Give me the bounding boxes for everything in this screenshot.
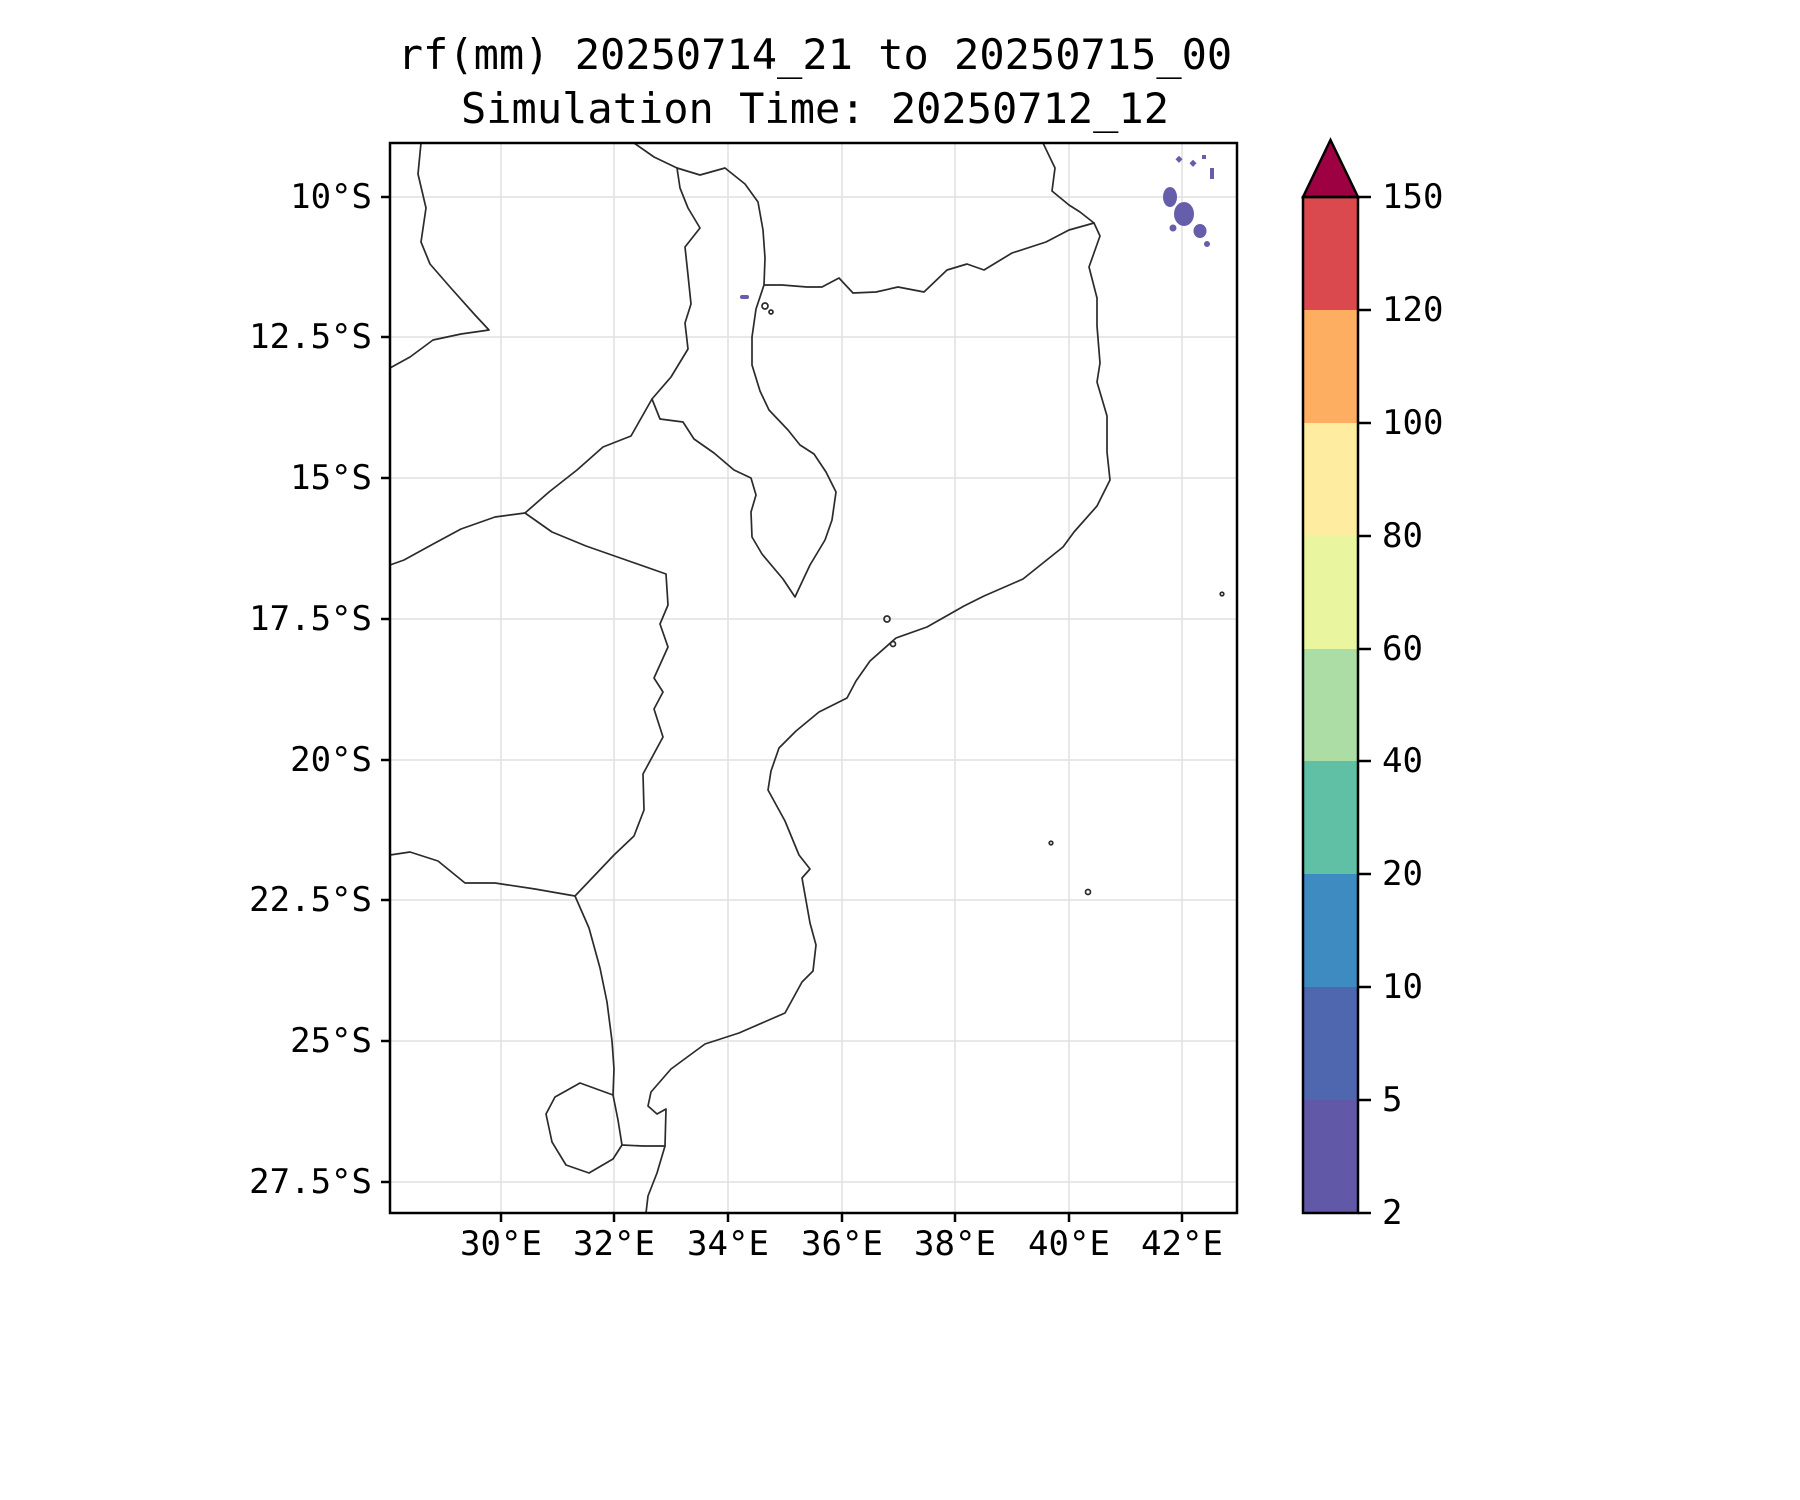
- y-tick-label: 10°S: [290, 177, 372, 217]
- border-tanzania-zambia: [633, 142, 678, 169]
- y-tick-label: 17.5°S: [249, 599, 372, 639]
- colorbar-segment: [1303, 649, 1358, 761]
- island-bassas-da-india: [1048, 840, 1054, 846]
- rain-speck: [1210, 168, 1214, 179]
- colorbar-segment: [1303, 536, 1358, 649]
- axes-frame: [388, 141, 1239, 1215]
- border-eswatini: [545, 1082, 623, 1174]
- island-chizumulu: [768, 309, 774, 315]
- island-coastal: [889, 640, 897, 648]
- colorbar: [1301, 137, 1371, 1215]
- plot-title: rf(mm) 20250714_21 to 20250715_00: [397, 30, 1233, 79]
- rain-speck: [1202, 155, 1206, 159]
- colorbar-segment: [1303, 310, 1358, 423]
- plot-subtitle: Simulation Time: 20250712_12: [460, 84, 1169, 133]
- colorbar-outline: [1301, 195, 1360, 1215]
- rain-cell: [1174, 202, 1194, 226]
- border-drc-zambia: [389, 142, 490, 369]
- rain-speck: [1189, 159, 1197, 167]
- x-tick-label: 32°E: [573, 1224, 655, 1264]
- y-tick-label: 20°S: [290, 740, 372, 780]
- island-europa: [1084, 888, 1092, 896]
- colorbar-tick-label: 150: [1382, 177, 1444, 217]
- x-tick-label: 36°E: [801, 1224, 883, 1264]
- border-mozambique-zimbabwe: [524, 512, 669, 897]
- border-malawi: [651, 167, 837, 598]
- colorbar-tick-label: 100: [1382, 403, 1444, 443]
- axis-tick-marks: [381, 195, 1184, 1222]
- colorbar-segment: [1303, 197, 1358, 310]
- colorbar-tick-label: 20: [1382, 854, 1423, 894]
- graticule-gridlines: [390, 143, 1237, 1213]
- x-tick-label: 34°E: [687, 1224, 769, 1264]
- colorbar-extend-max-arrow: [1301, 137, 1360, 199]
- rain-patches: [740, 155, 1214, 299]
- island-coastal: [883, 615, 891, 623]
- colorbar-tick-label: 60: [1382, 629, 1423, 669]
- colorbar-segment: [1303, 874, 1358, 987]
- border-mozambique-southafrica: [574, 895, 666, 1147]
- x-tick-label: 38°E: [914, 1224, 996, 1264]
- island-likoma: [761, 302, 769, 310]
- x-tick-label: 42°E: [1141, 1224, 1223, 1264]
- island-juan-de-nova: [1219, 591, 1225, 597]
- border-zambia-mozambique: [524, 398, 653, 514]
- border-zambia-zimbabwe: [389, 512, 526, 566]
- colorbar-tick-label: 120: [1382, 290, 1444, 330]
- y-tick-label: 15°S: [290, 458, 372, 498]
- colorbar-tick-label: 5: [1382, 1080, 1403, 1120]
- country-borders: [389, 142, 1225, 1214]
- x-tick-label: 30°E: [460, 1224, 542, 1264]
- colorbar-tick-marks: [1358, 195, 1371, 1215]
- colorbar-tick-label: 10: [1382, 967, 1423, 1007]
- y-tick-label: 25°S: [290, 1021, 372, 1061]
- border-limpopo: [389, 851, 576, 897]
- rain-speck-lake: [740, 295, 749, 299]
- y-tick-label: 27.5°S: [249, 1162, 372, 1202]
- colorbar-tick-label: 40: [1382, 741, 1423, 781]
- rain-cell: [1193, 224, 1207, 238]
- rain-cell: [1169, 224, 1177, 232]
- colorbar-segment: [1303, 423, 1358, 536]
- y-tick-label: 22.5°S: [249, 880, 372, 920]
- colorbar-tick-label: 2: [1382, 1193, 1403, 1233]
- x-tick-label: 40°E: [1028, 1224, 1110, 1264]
- rain-cell: [1163, 187, 1177, 207]
- colorbar-segment: [1303, 987, 1358, 1100]
- y-tick-label: 12.5°S: [249, 317, 372, 357]
- colorbar-segment: [1303, 1100, 1358, 1213]
- border-tanzania-mozambique: [763, 222, 1095, 294]
- colorbar-tick-label: 80: [1382, 516, 1423, 556]
- rain-cell: [1204, 241, 1210, 247]
- coastline: [645, 142, 1111, 1214]
- colorbar-segment: [1303, 761, 1358, 874]
